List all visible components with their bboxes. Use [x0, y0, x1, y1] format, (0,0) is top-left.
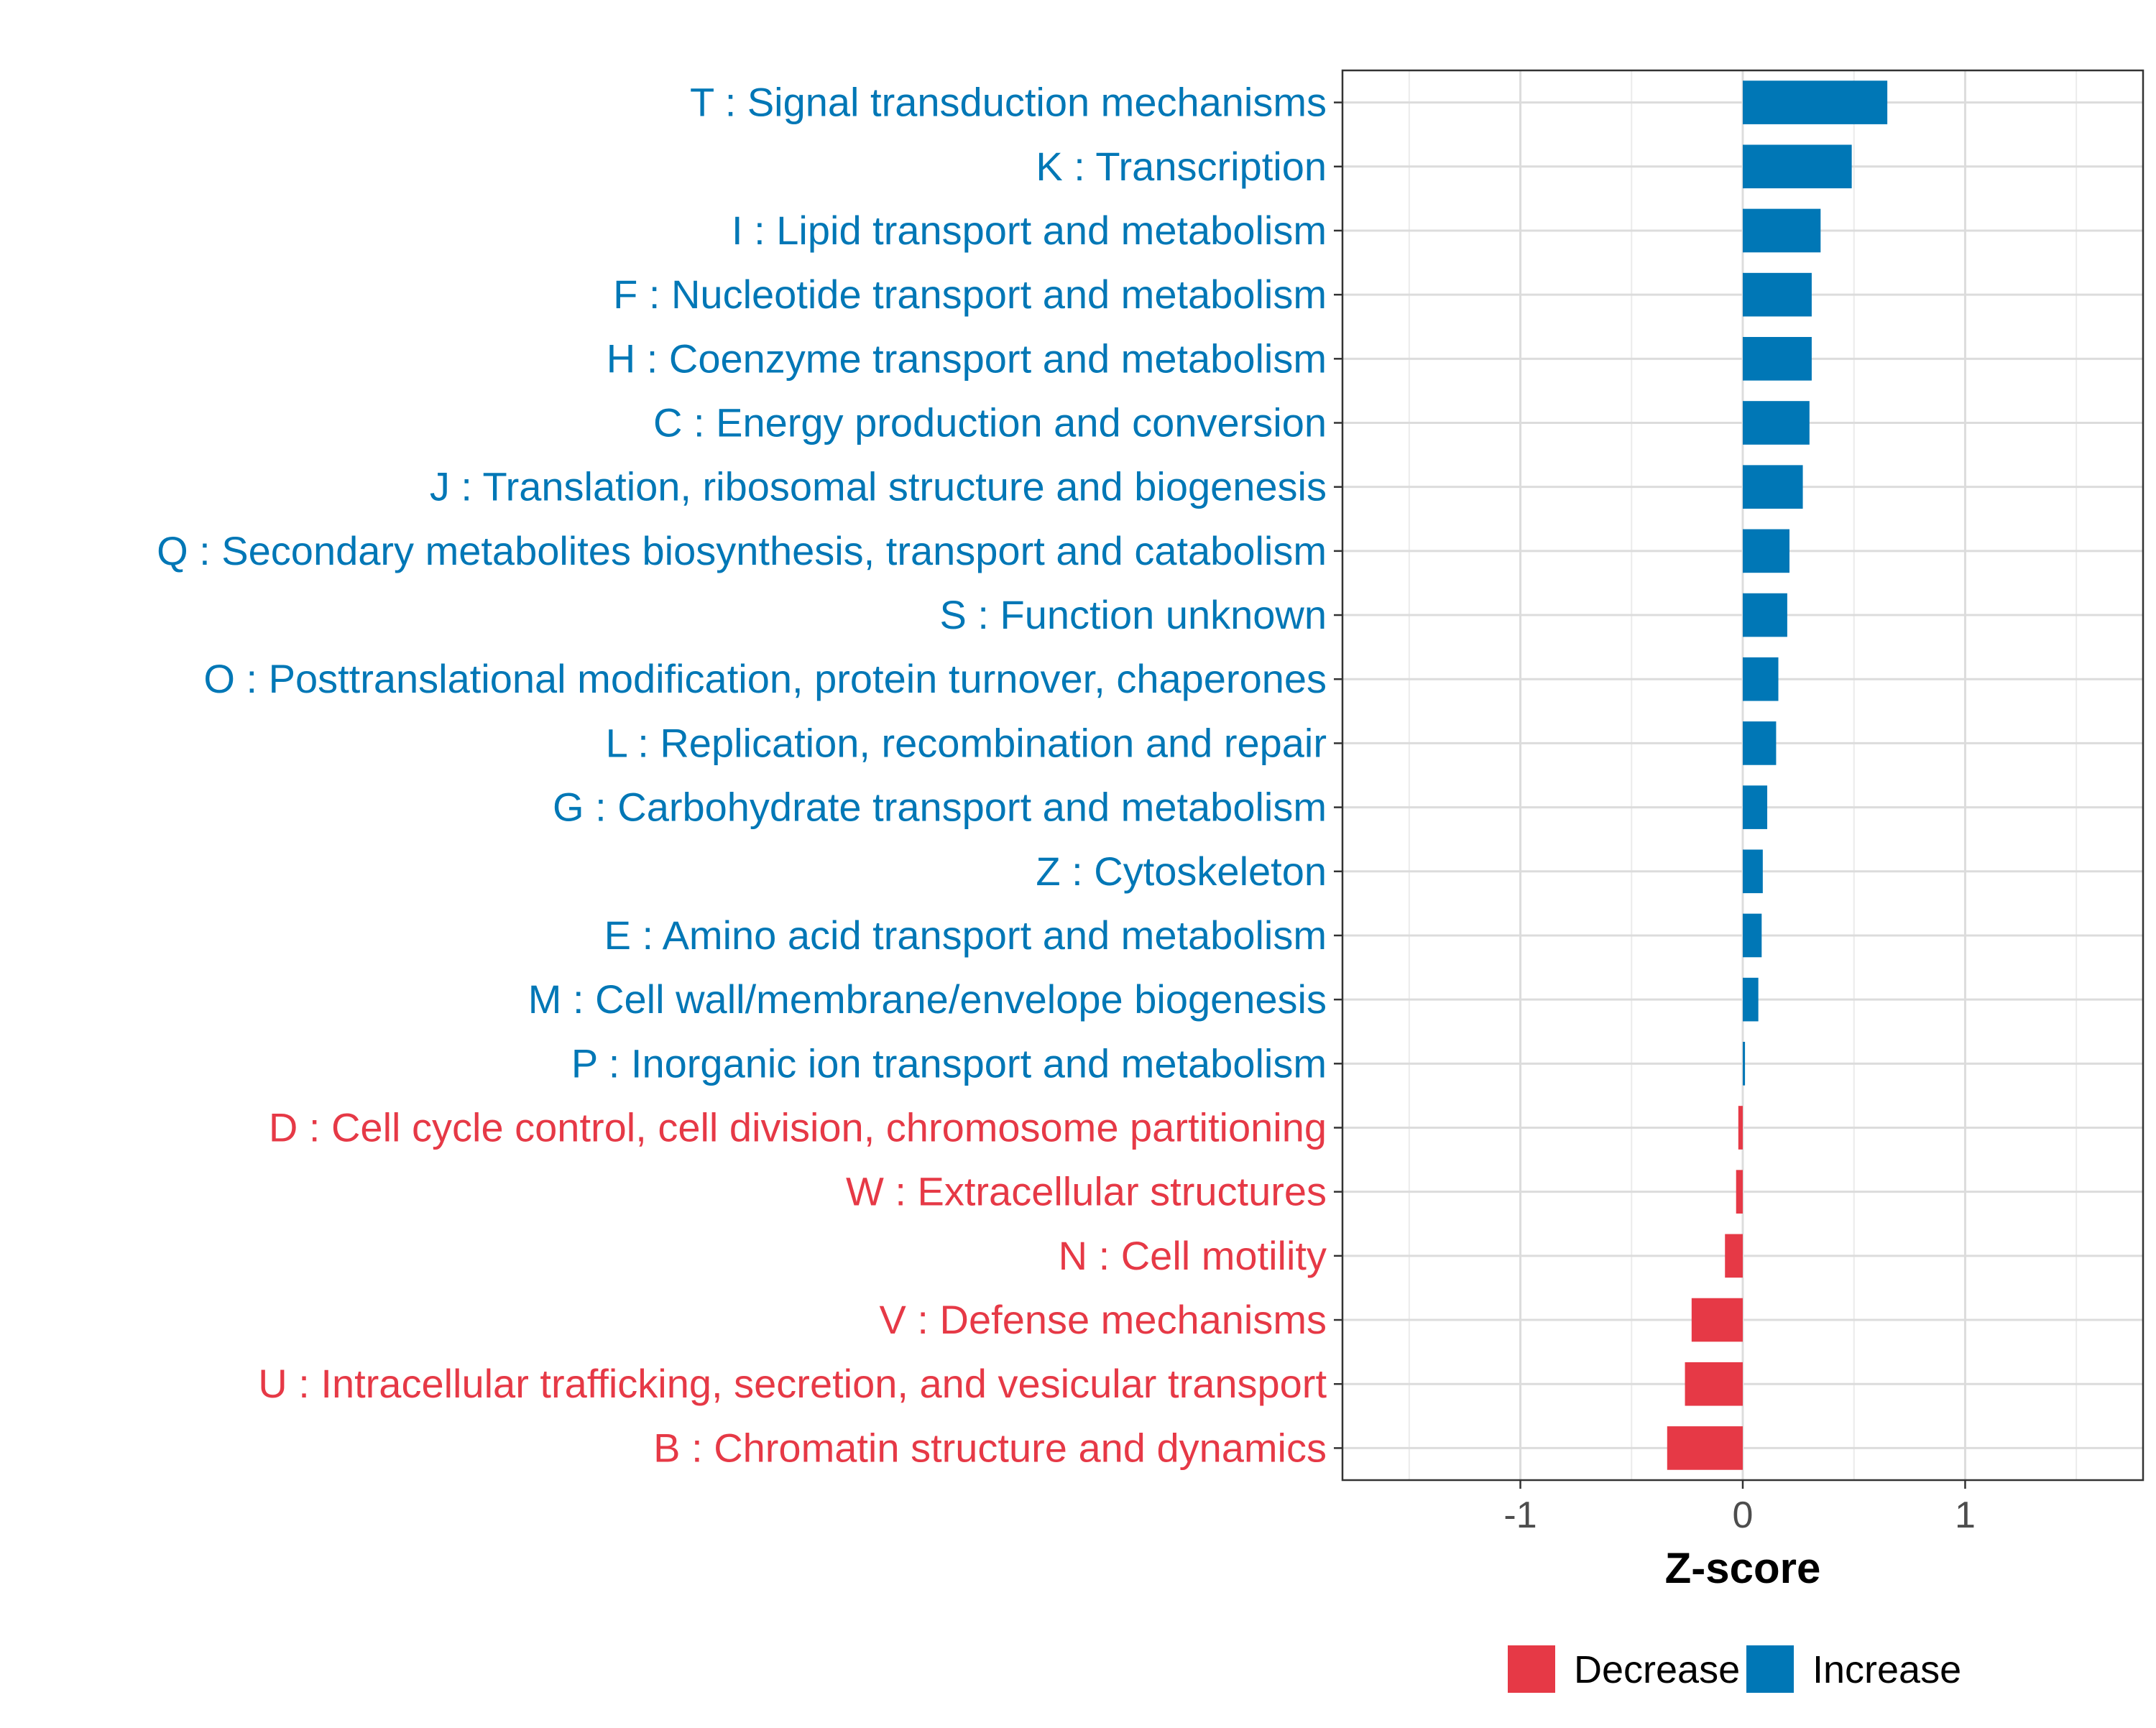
legend-key-increase	[1746, 1645, 1794, 1693]
bar-5	[1743, 401, 1810, 445]
y-tick-label-6: J : Translation, ribosomal structure and…	[430, 464, 1327, 509]
y-tick-label-5: C : Energy production and conversion	[653, 400, 1327, 445]
bar-9	[1743, 657, 1779, 701]
y-tick-label-17: W : Extracellular structures	[846, 1169, 1327, 1214]
legend-label-increase: Increase	[1812, 1648, 1961, 1691]
x-axis-title: Z-score	[1665, 1544, 1821, 1592]
y-tick-label-0: T : Signal transduction mechanisms	[690, 80, 1327, 125]
bar-12	[1743, 849, 1763, 894]
legend-key-decrease	[1508, 1645, 1555, 1693]
bar-14	[1743, 977, 1759, 1022]
y-tick-label-21: B : Chromatin structure and dynamics	[653, 1425, 1327, 1470]
y-tick-label-7: Q : Secondary metabolites biosynthesis, …	[157, 528, 1327, 573]
x-axis: -1 0 1	[1503, 1480, 1976, 1536]
bar-10	[1743, 721, 1777, 765]
legend-label-decrease: Decrease	[1574, 1648, 1740, 1691]
y-tick-label-2: I : Lipid transport and metabolism	[732, 208, 1327, 253]
bar-15	[1743, 1041, 1746, 1086]
y-tick-label-1: K : Transcription	[1036, 144, 1327, 189]
y-tick-label-13: E : Amino acid transport and metabolism	[604, 912, 1327, 958]
bar-20	[1685, 1362, 1743, 1406]
bar-17	[1736, 1170, 1743, 1214]
y-tick-label-8: S : Function unknown	[939, 592, 1327, 637]
bar-13	[1743, 913, 1762, 958]
y-tick-label-16: D : Cell cycle control, cell division, c…	[269, 1105, 1327, 1150]
bar-4	[1743, 336, 1812, 381]
bar-6	[1743, 465, 1803, 509]
bar-3	[1743, 272, 1812, 317]
bar-21	[1667, 1426, 1743, 1470]
bar-8	[1743, 593, 1787, 637]
bar-19	[1691, 1298, 1743, 1342]
y-tick-label-10: L : Replication, recombination and repai…	[606, 720, 1327, 765]
y-tick-label-9: O : Posttranslational modification, prot…	[203, 656, 1327, 701]
bar-18	[1725, 1234, 1743, 1278]
y-tick-label-14: M : Cell wall/membrane/envelope biogenes…	[528, 976, 1327, 1022]
x-tick-label-2: 1	[1955, 1494, 1976, 1536]
y-tick-label-4: H : Coenzyme transport and metabolism	[607, 336, 1327, 381]
y-tick-label-15: P : Inorganic ion transport and metaboli…	[571, 1040, 1327, 1086]
y-tick-label-18: N : Cell motility	[1059, 1233, 1327, 1278]
x-tick-label-1: 0	[1733, 1494, 1754, 1536]
y-tick-label-20: U : Intracellular trafficking, secretion…	[258, 1361, 1327, 1406]
legend: Decrease Increase	[1508, 1645, 1961, 1693]
bar-11	[1743, 785, 1768, 829]
bar-7	[1743, 529, 1789, 573]
bar-0	[1743, 80, 1888, 124]
bar-16	[1738, 1106, 1743, 1150]
y-tick-label-11: G : Carbohydrate transport and metabolis…	[553, 785, 1327, 830]
y-axis: T : Signal transduction mechanisms K : Tr…	[157, 80, 1342, 1470]
bar-1	[1743, 144, 1852, 189]
y-tick-label-3: F : Nucleotide transport and metabolism	[613, 272, 1327, 317]
y-tick-label-12: Z : Cytoskeleton	[1036, 849, 1327, 894]
y-tick-label-19: V : Defense mechanisms	[880, 1297, 1327, 1342]
bars-group	[1667, 80, 1888, 1470]
bar-2	[1743, 208, 1821, 253]
x-tick-label-0: -1	[1503, 1494, 1537, 1536]
